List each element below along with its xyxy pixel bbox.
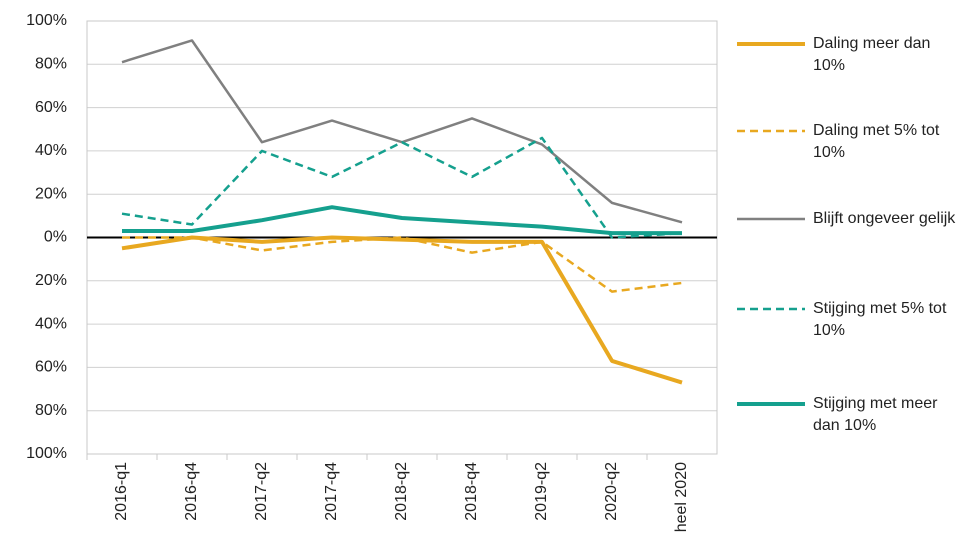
- y-tick-label: 20%: [35, 272, 67, 289]
- y-tick-label: 20%: [35, 185, 67, 202]
- y-tick-label: 40%: [35, 142, 67, 159]
- x-tick-label: 2016-q4: [183, 462, 200, 521]
- legend-label: Stijging met 5% tot 10%: [813, 300, 947, 339]
- y-tick-label: 40%: [35, 315, 67, 332]
- series-line: [122, 236, 683, 293]
- x-tick-label: 2019-q2: [533, 462, 550, 521]
- x-tick-label: 2017-q2: [253, 462, 270, 521]
- y-tick-label: 100%: [26, 445, 67, 462]
- y-tick-label: 0%: [44, 229, 67, 246]
- series-line: [121, 39, 683, 224]
- x-tick-label: heel 2020: [673, 462, 690, 532]
- x-tick-label: 2020-q2: [603, 462, 620, 521]
- x-tick-label: 2016-q1: [113, 462, 130, 521]
- y-tick-label: 80%: [35, 402, 67, 419]
- series-line: [121, 136, 683, 239]
- legend-label: Daling meer dan 10%: [813, 35, 931, 74]
- y-tick-label: 60%: [35, 99, 67, 116]
- series-line: [122, 205, 682, 236]
- x-tick-label: 2018-q4: [463, 462, 480, 521]
- y-tick-label: 100%: [26, 12, 67, 29]
- legend-label: Daling met 5% tot 10%: [813, 122, 940, 161]
- legend-label: Stijging met meer dan 10%: [813, 395, 938, 434]
- legend-label: Blijft ongeveer gelijk: [813, 210, 956, 227]
- y-tick-label: 80%: [35, 56, 67, 73]
- x-tick-label: 2018-q2: [393, 462, 410, 521]
- y-tick-label: 60%: [35, 359, 67, 376]
- series-line: [121, 235, 683, 385]
- x-tick-label: 2017-q4: [323, 462, 340, 521]
